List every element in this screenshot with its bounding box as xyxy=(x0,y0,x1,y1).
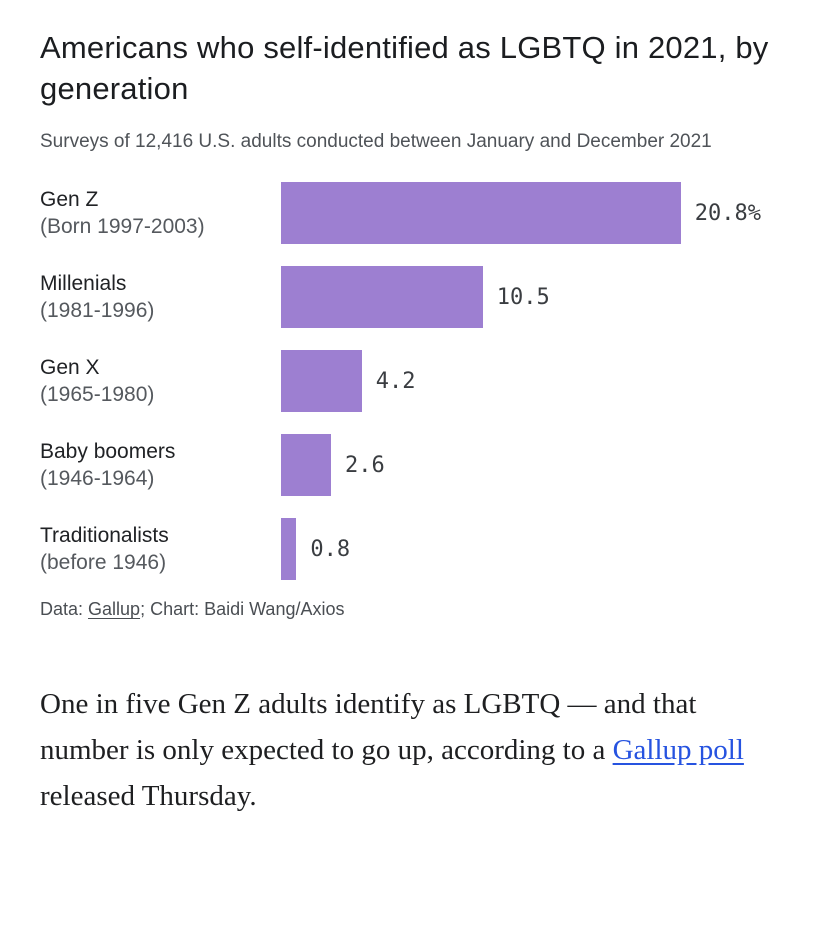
category-sublabel: (Born 1997-2003) xyxy=(40,215,205,239)
source-link-gallup[interactable]: Gallup xyxy=(88,599,141,620)
bar-area: 4.2 xyxy=(281,347,787,415)
bar-area: 2.6 xyxy=(281,431,787,499)
bar-row-genx: Gen X (1965-1980) 4.2 xyxy=(40,347,787,415)
category-name: Gen X xyxy=(40,356,100,380)
bar-area: 0.8 xyxy=(281,515,787,583)
page: Americans who self-identified as LGBTQ i… xyxy=(40,30,787,819)
source-suffix: ; Chart: Baidi Wang/Axios xyxy=(140,599,345,620)
value-label: 20.8% xyxy=(694,200,761,226)
source-prefix: Data: xyxy=(40,599,89,620)
bar-row-genz: Gen Z (Born 1997-2003) 20.8% xyxy=(40,179,787,247)
bar-chart: Gen Z (Born 1997-2003) 20.8% Millenials … xyxy=(40,179,787,583)
value-label: 10.5 xyxy=(496,284,550,310)
bar xyxy=(281,266,483,329)
bar-row-millenials: Millenials (1981-1996) 10.5 xyxy=(40,263,787,331)
category-label: Traditionalists (before 1946) xyxy=(40,522,281,577)
chart-subtitle: Surveys of 12,416 U.S. adults conducted … xyxy=(40,130,712,152)
bar xyxy=(281,518,297,581)
chart-source-line: Data: Gallup; Chart: Baidi Wang/Axios xyxy=(40,599,787,620)
bar xyxy=(281,182,681,245)
category-sublabel: (1981-1996) xyxy=(40,299,155,323)
article-text-before: One in five Gen Z adults identify as LGB… xyxy=(40,688,697,767)
bar xyxy=(281,434,331,497)
bar-area: 20.8% xyxy=(281,179,787,247)
category-name: Gen Z xyxy=(40,188,99,212)
category-name: Millenials xyxy=(40,272,127,296)
bar-row-boomers: Baby boomers (1946-1964) 2.6 xyxy=(40,431,787,499)
value-label: 2.6 xyxy=(344,452,385,478)
value-label: 4.2 xyxy=(375,368,416,394)
category-name: Baby boomers xyxy=(40,440,176,464)
category-label: Millenials (1981-1996) xyxy=(40,270,281,325)
category-label: Gen Z (Born 1997-2003) xyxy=(40,186,281,241)
bar xyxy=(281,350,362,413)
category-sublabel: (1946-1964) xyxy=(40,467,155,491)
category-label: Baby boomers (1946-1964) xyxy=(40,438,281,493)
bar-row-traditionalists: Traditionalists (before 1946) 0.8 xyxy=(40,515,787,583)
article-text-after: released Thursday. xyxy=(40,779,257,812)
bar-area: 10.5 xyxy=(281,263,787,331)
category-sublabel: (1965-1980) xyxy=(40,383,155,407)
value-label: 0.8 xyxy=(310,536,351,562)
article-paragraph: One in five Gen Z adults identify as LGB… xyxy=(40,682,787,819)
category-name: Traditionalists xyxy=(40,524,169,548)
category-label: Gen X (1965-1980) xyxy=(40,354,281,409)
category-sublabel: (before 1946) xyxy=(40,551,167,575)
gallup-poll-link[interactable]: Gallup poll xyxy=(612,734,744,767)
chart-title: Americans who self-identified as LGBTQ i… xyxy=(40,30,769,106)
